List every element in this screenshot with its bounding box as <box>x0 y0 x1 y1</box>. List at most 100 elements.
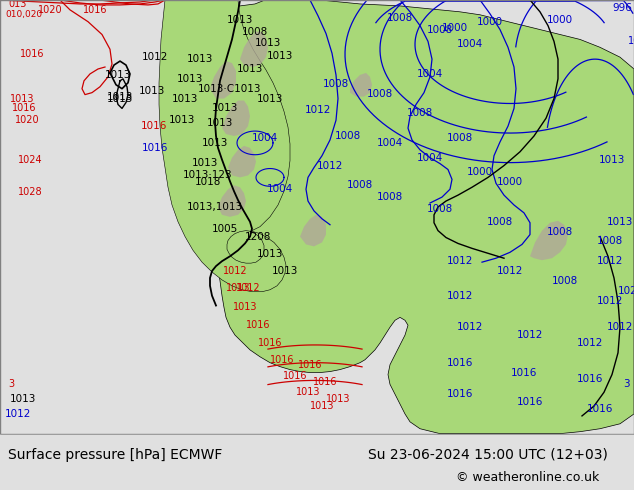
Polygon shape <box>228 146 256 177</box>
Text: 1013: 1013 <box>257 94 283 103</box>
Text: 1013: 1013 <box>257 249 283 259</box>
Text: 1008: 1008 <box>387 13 413 23</box>
Text: 1012: 1012 <box>497 266 523 276</box>
Text: © weatheronline.co.uk: © weatheronline.co.uk <box>456 471 600 484</box>
Text: Surface pressure [hPa] ECMWF: Surface pressure [hPa] ECMWF <box>8 448 222 462</box>
Text: 1013·C1013: 1013·C1013 <box>198 84 262 94</box>
Text: 1008: 1008 <box>552 276 578 286</box>
Text: 1012: 1012 <box>317 161 343 171</box>
Text: 1012: 1012 <box>447 291 473 301</box>
Text: 1028: 1028 <box>18 187 42 197</box>
Text: 1012: 1012 <box>597 295 623 306</box>
Polygon shape <box>530 221 568 260</box>
Text: 1012: 1012 <box>457 322 483 332</box>
Polygon shape <box>165 0 634 434</box>
Text: 102: 102 <box>618 286 634 296</box>
Polygon shape <box>159 0 290 292</box>
Text: 1013: 1013 <box>172 94 198 103</box>
Text: 1004: 1004 <box>377 138 403 148</box>
Text: 996: 996 <box>612 3 632 13</box>
Text: 1016: 1016 <box>313 377 337 388</box>
Text: 1016: 1016 <box>517 397 543 407</box>
Text: 1013: 1013 <box>107 94 133 103</box>
Text: 1016: 1016 <box>587 404 613 414</box>
Text: 1013: 1013 <box>10 394 36 404</box>
Text: 1013: 1013 <box>10 94 34 103</box>
Text: 1012: 1012 <box>305 105 331 115</box>
Text: 1008: 1008 <box>377 192 403 202</box>
Text: 1012: 1012 <box>223 266 247 276</box>
Text: 1008: 1008 <box>323 79 349 89</box>
Text: 1013: 1013 <box>212 103 238 113</box>
Text: 1013: 1013 <box>255 38 281 49</box>
Text: 1012: 1012 <box>142 52 168 62</box>
Text: 013: 013 <box>8 0 27 9</box>
Text: 1016: 1016 <box>246 320 270 330</box>
Text: 1016: 1016 <box>298 360 322 369</box>
Text: 3: 3 <box>8 379 14 390</box>
Text: 1012: 1012 <box>236 283 261 293</box>
Text: 1013: 1013 <box>187 54 213 64</box>
Text: 1013: 1013 <box>192 158 218 168</box>
Text: 1013: 1013 <box>107 92 133 101</box>
Text: 1016: 1016 <box>142 143 168 153</box>
Text: 1008: 1008 <box>597 237 623 246</box>
Text: 1018: 1018 <box>195 177 221 187</box>
Text: 1008: 1008 <box>547 226 573 237</box>
Text: 1016: 1016 <box>447 389 473 399</box>
Polygon shape <box>350 73 372 97</box>
Text: 1013: 1013 <box>607 217 633 227</box>
Text: 3: 3 <box>623 379 630 390</box>
Text: 1013: 1013 <box>207 118 233 128</box>
Text: 1005: 1005 <box>212 223 238 234</box>
Text: 1020: 1020 <box>15 115 39 125</box>
Text: 1016: 1016 <box>577 374 603 385</box>
Text: 1004: 1004 <box>267 184 293 194</box>
Text: 1000: 1000 <box>547 15 573 24</box>
Text: 1013: 1013 <box>139 86 165 96</box>
Text: 1016: 1016 <box>258 338 282 348</box>
Text: 1013: 1013 <box>295 387 320 397</box>
Text: 1208: 1208 <box>245 232 271 242</box>
Text: 1016: 1016 <box>20 49 44 59</box>
Text: 1000: 1000 <box>497 177 523 187</box>
Text: 1016: 1016 <box>511 368 537 377</box>
Text: 1013·123: 1013·123 <box>183 171 233 180</box>
Text: 1008: 1008 <box>367 89 393 98</box>
Text: 1013: 1013 <box>169 115 195 125</box>
Text: 1004: 1004 <box>457 39 483 49</box>
Text: 1020: 1020 <box>37 5 62 15</box>
Text: 1013: 1013 <box>267 51 293 61</box>
Text: 1004: 1004 <box>417 69 443 79</box>
Text: 1013: 1013 <box>233 302 257 313</box>
Text: 1004: 1004 <box>417 153 443 163</box>
Text: 1000: 1000 <box>477 17 503 26</box>
Text: 1008: 1008 <box>487 217 513 227</box>
Text: 1004: 1004 <box>252 133 278 143</box>
Text: 1013: 1013 <box>227 15 253 24</box>
Text: Su 23-06-2024 15:00 UTC (12+03): Su 23-06-2024 15:00 UTC (12+03) <box>368 448 607 462</box>
Polygon shape <box>210 61 236 98</box>
Text: 1016: 1016 <box>283 371 307 382</box>
Text: 1008: 1008 <box>427 204 453 214</box>
Polygon shape <box>222 100 250 136</box>
Text: 1012: 1012 <box>517 330 543 340</box>
Text: 1016: 1016 <box>12 103 37 113</box>
Text: 1008: 1008 <box>347 180 373 190</box>
Text: 1013: 1013 <box>310 401 334 411</box>
Text: 1013,1013: 1013,1013 <box>187 202 243 212</box>
Text: 1013: 1013 <box>598 155 625 165</box>
Text: 1012: 1012 <box>607 322 633 332</box>
Text: 010,020: 010,020 <box>5 10 42 19</box>
Text: 1013: 1013 <box>177 74 203 84</box>
Text: 1012: 1012 <box>447 256 473 266</box>
Text: 1012: 1012 <box>597 256 623 266</box>
Text: 1000: 1000 <box>442 23 468 33</box>
Text: 1016: 1016 <box>141 121 167 131</box>
Text: 1016: 1016 <box>83 5 107 15</box>
Polygon shape <box>300 215 326 246</box>
Text: 1008: 1008 <box>242 26 268 37</box>
Polygon shape <box>218 185 246 217</box>
Text: 1008: 1008 <box>447 133 473 143</box>
Text: 1016: 1016 <box>269 355 294 365</box>
